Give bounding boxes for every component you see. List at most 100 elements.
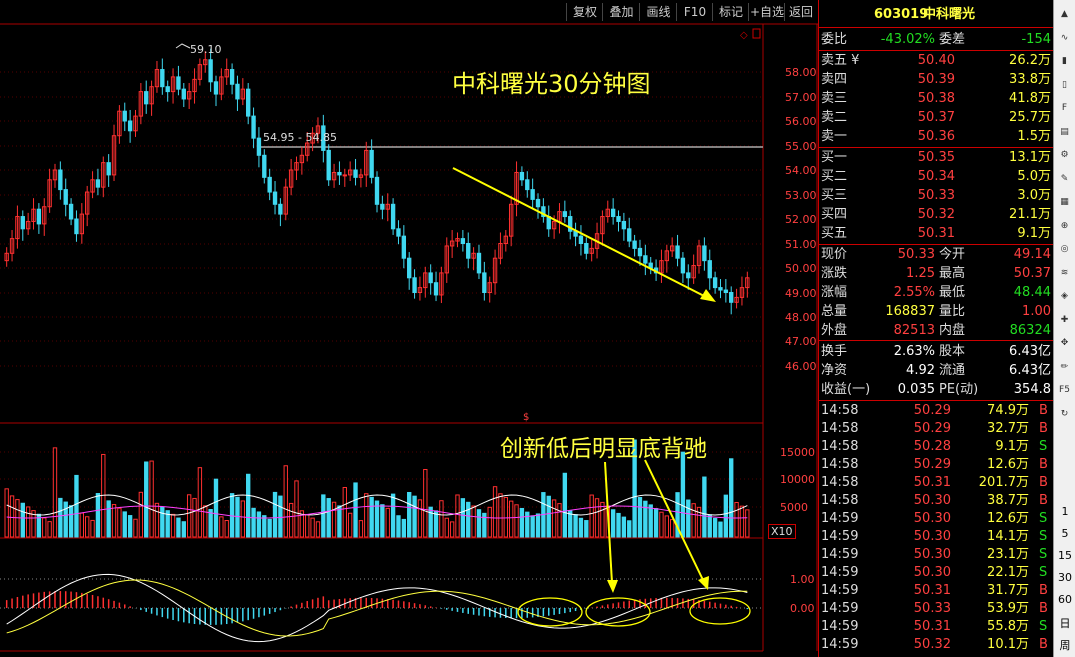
bids-row[interactable]: 买二 50.34 5.0万 bbox=[819, 167, 1054, 186]
period-button[interactable]: 15 bbox=[1058, 549, 1072, 562]
stock-name: 中科曙光 bbox=[923, 7, 976, 22]
trade-row[interactable]: 14:58 50.29 32.7万 B bbox=[819, 420, 1054, 438]
trade-row[interactable]: 14:59 50.30 12.6万 S bbox=[819, 510, 1054, 528]
divider bbox=[819, 340, 1054, 341]
toolbar-button[interactable]: 返回 bbox=[784, 3, 817, 21]
toolbar-button[interactable]: 标记 bbox=[712, 3, 749, 21]
volume-bar bbox=[476, 509, 482, 538]
trade-side: B bbox=[1039, 421, 1048, 436]
fundamental-label: 净资 bbox=[821, 363, 848, 378]
wave-icon[interactable]: ≋ bbox=[1060, 267, 1069, 278]
toolbar-button[interactable]: 复权 bbox=[566, 3, 603, 21]
trade-row[interactable]: 14:59 50.31 31.7万 B bbox=[819, 582, 1054, 600]
period-button[interactable]: 30 bbox=[1058, 571, 1072, 584]
trade-row[interactable]: 14:58 50.31 201.7万 B bbox=[819, 474, 1054, 492]
candle-icon[interactable]: ▯ bbox=[1062, 79, 1067, 90]
move-icon[interactable]: ✥ bbox=[1060, 338, 1069, 348]
volume-bar bbox=[138, 491, 144, 538]
trade-time: 14:58 bbox=[821, 457, 859, 472]
trade-time: 14:59 bbox=[821, 547, 859, 562]
stat-value: 86324 bbox=[1009, 323, 1051, 338]
trade-row[interactable]: 14:58 50.28 9.1万 S bbox=[819, 438, 1054, 456]
toolbar-button[interactable]: +自选 bbox=[748, 3, 785, 21]
gear-icon[interactable]: ⚙ bbox=[1060, 150, 1069, 160]
toolbar-button[interactable]: F10 bbox=[676, 3, 713, 21]
bids-price: 50.31 bbox=[917, 226, 955, 241]
diamond-icon: ◇ bbox=[740, 30, 748, 41]
f5-icon[interactable]: F5 bbox=[1059, 385, 1070, 395]
volume-bar bbox=[664, 515, 669, 538]
volume-bar bbox=[364, 493, 369, 538]
volume-bar bbox=[68, 505, 74, 538]
bids-row[interactable]: 买五 50.31 9.1万 bbox=[819, 224, 1054, 243]
book-icon[interactable]: ▤ bbox=[1060, 126, 1069, 137]
volume-bar bbox=[600, 501, 605, 538]
pencil-icon[interactable]: ✏ bbox=[1060, 361, 1069, 372]
trade-row[interactable]: 14:58 50.29 74.9万 B bbox=[819, 402, 1054, 420]
trade-row[interactable]: 14:59 50.30 22.1万 S bbox=[819, 564, 1054, 582]
trade-row[interactable]: 14:59 50.33 53.9万 B bbox=[819, 600, 1054, 618]
magnify-icon[interactable]: ◎ bbox=[1060, 244, 1069, 254]
trade-row[interactable]: 14:58 50.30 38.7万 B bbox=[819, 492, 1054, 510]
trade-row[interactable]: 14:59 50.30 14.1万 S bbox=[819, 528, 1054, 546]
candle-down bbox=[390, 203, 396, 230]
volume-bar bbox=[42, 517, 47, 538]
volume-bar bbox=[380, 504, 385, 538]
period-button[interactable]: 60 bbox=[1058, 593, 1072, 606]
bar-chart-icon[interactable]: ▮ bbox=[1062, 56, 1067, 66]
trade-price: 50.30 bbox=[913, 493, 951, 508]
volume-bar bbox=[610, 509, 616, 538]
bids-row[interactable]: 买四 50.32 21.1万 bbox=[819, 205, 1054, 224]
volume-bar bbox=[460, 498, 466, 538]
asks-volume: 25.7万 bbox=[1009, 110, 1051, 125]
stat-row: 涨幅 2.55% 最低 48.44 bbox=[819, 283, 1054, 302]
asks-row[interactable]: 卖五 ¥ 50.40 26.2万 bbox=[819, 51, 1054, 70]
period-button[interactable]: 日 bbox=[1059, 617, 1071, 630]
pen-icon[interactable]: ✎ bbox=[1060, 173, 1069, 184]
asks-row[interactable]: 卖三 50.38 41.8万 bbox=[819, 89, 1054, 108]
cross-icon[interactable]: ✚ bbox=[1060, 314, 1069, 325]
bids-row[interactable]: 买一 50.35 13.1万 bbox=[819, 148, 1054, 167]
volume-bar bbox=[525, 511, 530, 538]
candle-up bbox=[423, 272, 428, 289]
candle-up bbox=[42, 206, 47, 225]
f10-icon[interactable]: F bbox=[1061, 103, 1068, 113]
period-button[interactable]: 1 bbox=[1061, 505, 1069, 518]
volume-bar bbox=[208, 508, 213, 538]
candle-down bbox=[122, 110, 127, 122]
trade-price: 50.33 bbox=[913, 601, 951, 616]
period-button[interactable]: 周 bbox=[1059, 639, 1071, 652]
candle-up bbox=[364, 149, 369, 176]
asks-row[interactable]: 卖四 50.39 33.8万 bbox=[819, 70, 1054, 89]
trade-volume: 32.7万 bbox=[987, 421, 1029, 436]
zoom-icon[interactable]: ⊕ bbox=[1060, 220, 1069, 231]
volume-bar bbox=[186, 494, 192, 538]
volume-bar bbox=[508, 500, 514, 538]
bids-label: 买二 bbox=[821, 169, 848, 184]
candle-down bbox=[675, 245, 680, 259]
period-button[interactable]: 5 bbox=[1061, 527, 1069, 540]
refresh-icon[interactable]: ↻ bbox=[1060, 408, 1069, 419]
asks-row[interactable]: 卖一 50.36 1.5万 bbox=[819, 127, 1054, 146]
volume-bar bbox=[170, 513, 176, 538]
grid-icon[interactable]: ▦ bbox=[1060, 197, 1069, 207]
compass-icon[interactable]: ◈ bbox=[1061, 291, 1068, 301]
trade-row[interactable]: 14:58 50.29 12.6万 B bbox=[819, 456, 1054, 474]
candle-down bbox=[643, 255, 648, 264]
toolbar-button[interactable]: 叠加 bbox=[602, 3, 640, 21]
candle-down bbox=[578, 235, 584, 244]
toolbar-button[interactable]: 画线 bbox=[639, 3, 677, 21]
trade-row[interactable]: 14:59 50.31 55.8万 S bbox=[819, 618, 1054, 636]
asks-row[interactable]: 卖二 50.37 25.7万 bbox=[819, 108, 1054, 127]
candle-down bbox=[621, 220, 627, 230]
annotation-text: 创新低后明显底背驰 bbox=[500, 436, 707, 462]
volume-bar bbox=[213, 478, 219, 538]
trade-row[interactable]: 14:59 50.30 23.1万 S bbox=[819, 546, 1054, 564]
chart-area[interactable]: 58.00 57.00 56.00 55.00 54.00 53.00 52.00 51.00… bbox=[0, 0, 818, 657]
arrow-up-icon[interactable]: ▲ bbox=[1061, 9, 1068, 19]
kline-chart-svg[interactable]: 58.00 57.00 56.00 55.00 54.00 53.00 52.00 51.00… bbox=[0, 0, 818, 657]
line-chart-icon[interactable]: ∿ bbox=[1060, 32, 1069, 43]
volume-bar bbox=[648, 504, 653, 538]
bids-row[interactable]: 买三 50.33 3.0万 bbox=[819, 186, 1054, 205]
trade-row[interactable]: 14:59 50.32 10.1万 B bbox=[819, 636, 1054, 654]
